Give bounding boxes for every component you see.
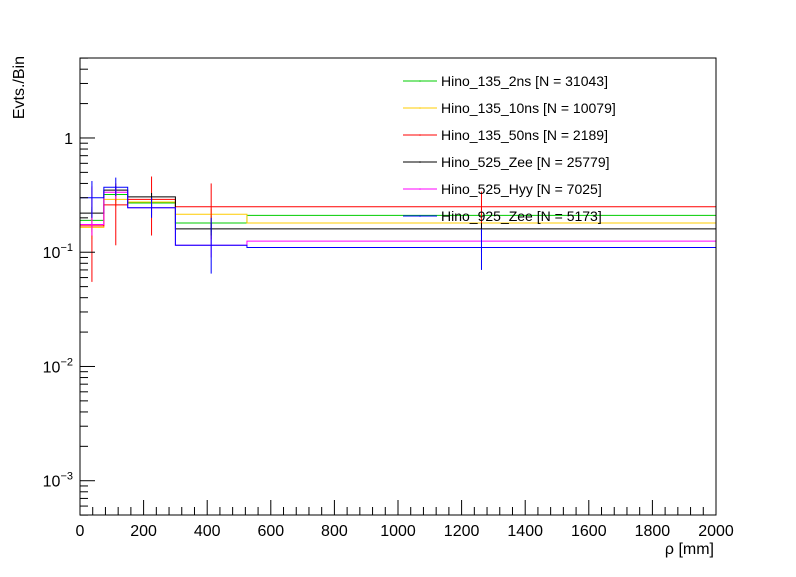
y-tick-exponent: −1 (60, 242, 73, 254)
legend-marker-0 (419, 80, 421, 82)
y-tick-label: 10−3 (43, 471, 73, 491)
legend-label-5: Hino_925_Zee [N = 5173] (441, 208, 602, 224)
x-tick-label: 1000 (380, 523, 416, 540)
x-tick-label: 800 (321, 523, 348, 540)
legend-marker-5 (419, 215, 421, 217)
y-tick-base: 1 (64, 131, 73, 148)
legend-label-3: Hino_525_Zee [N = 25779] (441, 154, 610, 170)
x-tick-label: 600 (257, 523, 284, 540)
y-tick-label: 10−1 (43, 242, 73, 262)
legend-label-1: Hino_135_10ns [N = 10079] (441, 100, 616, 116)
y-tick-base: 10 (43, 359, 61, 376)
x-tick-label: 1600 (571, 523, 607, 540)
x-tick-label: 400 (194, 523, 221, 540)
y-tick-exponent: −2 (60, 356, 73, 368)
legend-marker-1 (419, 107, 421, 109)
legend-label-4: Hino_525_Hyy [N = 7025] (441, 181, 602, 197)
axis-layer: 0 200 400 600 800 1000 1200 1400 1600 1800 2000 1 10… (43, 57, 734, 540)
legend-label-0: Hino_135_2ns [N = 31043] (441, 73, 608, 89)
y-tick-base: 10 (43, 474, 61, 491)
x-tick-label: 0 (76, 523, 85, 540)
x-tick-label: 200 (130, 523, 157, 540)
legend-marker-4 (419, 188, 421, 190)
y-tick-label: 10−2 (43, 356, 73, 376)
y-tick-exponent: −3 (60, 471, 73, 483)
legend-marker-2 (419, 134, 421, 136)
y-tick-label: 1 (64, 131, 73, 148)
y-axis-label: Evts./Bin (11, 56, 28, 119)
series-layer (80, 176, 716, 515)
x-tick-label: 1400 (507, 523, 543, 540)
x-axis-label: ρ [mm] (665, 541, 714, 558)
x-tick-label: 1800 (635, 523, 671, 540)
legend: Hino_135_2ns [N = 31043] Hino_135_10ns [N… (403, 73, 616, 224)
legend-marker-3 (419, 161, 421, 163)
x-tick-label: 1200 (444, 523, 480, 540)
x-tick-label: 2000 (698, 523, 734, 540)
legend-label-2: Hino_135_50ns [N = 2189] (441, 127, 608, 143)
y-tick-base: 10 (43, 245, 61, 262)
series-group (80, 176, 716, 515)
